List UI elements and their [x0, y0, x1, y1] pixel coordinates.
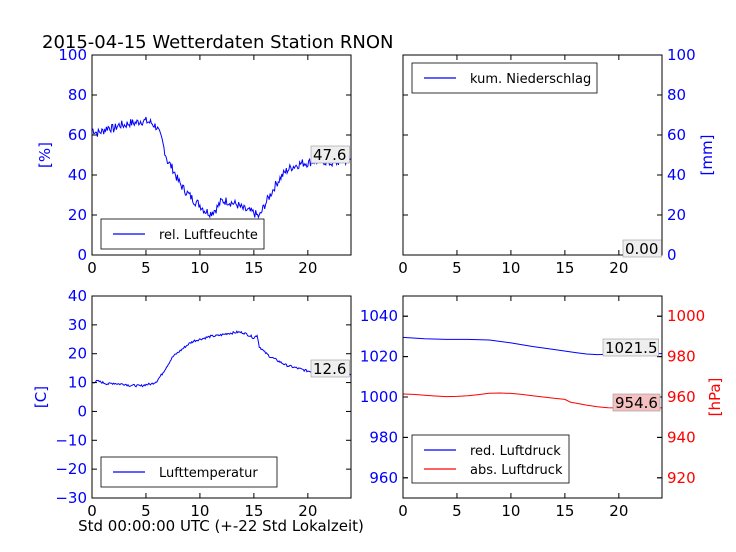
humidity-ytick-label: 40 — [68, 166, 87, 184]
chart-title: 2015-04-15 Wetterdaten Station RNON — [42, 32, 393, 53]
temperature-xtick-label: 20 — [298, 502, 317, 520]
temperature-ytick-label: 30 — [68, 316, 87, 334]
precipitation-ytick-label-right: 80 — [667, 86, 686, 104]
pressure-abs-value-box — [612, 393, 661, 412]
humidity-series-line — [92, 116, 352, 219]
panel-precipitation: 0 5 10 15 20 0 20 40 60 80 100 [mm] 0.00 kum. Nieders… — [398, 46, 716, 277]
x-axis-label: Std 00:00:00 UTC (+-22 Std Lokalzeit) — [78, 517, 364, 535]
pressure-ytick-label-right: 1000 — [667, 307, 705, 325]
temperature-ytick-label: −30 — [55, 489, 87, 507]
precipitation-ylabel: [mm] — [698, 135, 716, 176]
humidity-ytick-label: 100 — [58, 46, 87, 64]
precipitation-frame — [402, 54, 663, 256]
precipitation-xtick-label: 0 — [398, 259, 408, 277]
precipitation-ytick-label-right: 60 — [667, 126, 686, 144]
precipitation-xtick-label: 10 — [501, 259, 520, 277]
humidity-xtick-label: 15 — [244, 259, 263, 277]
temperature-xtick-label: 10 — [190, 502, 209, 520]
panel-temperature: 0 5 10 15 20 −30 −20 −10 0 10 20 30 40 [C] 12.6 Lufttem… — [32, 287, 352, 520]
temperature-legend-label: Lufttemperatur — [159, 466, 258, 481]
precipitation-xtick-label: 20 — [609, 259, 628, 277]
temperature-xtick-label: 5 — [141, 502, 151, 520]
pressure-ytick-label-right: 980 — [667, 348, 696, 366]
humidity-value-box — [310, 145, 350, 164]
pressure-legend-label: abs. Luftdruck — [470, 463, 563, 478]
temperature-xtick-label: 15 — [244, 502, 263, 520]
pressure-red-value-label: 1021.5 — [605, 339, 658, 357]
pressure-red-value-box — [602, 338, 659, 357]
pressure-legend-box — [411, 434, 570, 484]
panel-humidity: 0 5 10 15 20 0 20 40 60 80 100 [%] 47.6 rel. Luftfeuc… — [36, 46, 352, 277]
temperature-ytick-label: 10 — [68, 374, 87, 392]
precipitation-ytick-label-right: 20 — [667, 206, 686, 224]
humidity-ylabel: [%] — [36, 142, 54, 168]
pressure-legend-label: red. Luftdruck — [470, 444, 561, 459]
pressure-ytick-label-right: 920 — [667, 469, 696, 487]
temperature-series-line — [91, 330, 352, 388]
temperature-ylabel: [C] — [32, 386, 50, 408]
pressure-xtick-label: 20 — [609, 502, 628, 520]
precipitation-ytick-label-right: 100 — [667, 46, 696, 64]
humidity-frame — [91, 54, 352, 256]
humidity-ytick-label: 80 — [68, 86, 87, 104]
humidity-value-label: 47.6 — [313, 146, 346, 164]
humidity-ytick-label: 0 — [77, 246, 87, 264]
temperature-ytick-label: 20 — [68, 345, 87, 363]
humidity-xtick-label: 5 — [141, 259, 151, 277]
temperature-frame — [91, 295, 352, 499]
pressure-ytick-label-right: 940 — [667, 428, 696, 446]
humidity-ytick-label: 60 — [68, 126, 87, 144]
precipitation-legend-label: kum. Niederschlag — [470, 72, 591, 87]
humidity-xtick-label: 0 — [87, 259, 97, 277]
precipitation-value-label: 0.00 — [625, 240, 658, 258]
precipitation-value-box — [622, 239, 662, 258]
pressure-xtick-label: 10 — [501, 502, 520, 520]
temperature-value-label: 12.6 — [313, 360, 346, 378]
precipitation-ytick-label-right: 0 — [667, 246, 677, 264]
pressure-ytick-label-right: 960 — [667, 388, 696, 406]
pressure-ytick-label: 1040 — [360, 307, 398, 325]
pressure-abs-value-label: 954.6 — [615, 394, 658, 412]
humidity-legend-label: rel. Luftfeuchte — [159, 228, 258, 243]
panel-pressure: 0 5 10 15 20 960 980 1000 1020 1040 920 940 960 980 10… — [360, 295, 724, 520]
pressure-ytick-label: 960 — [369, 469, 398, 487]
pressure-ytick-label: 1020 — [360, 348, 398, 366]
temperature-value-box — [310, 359, 350, 378]
temperature-ytick-label: 40 — [68, 287, 87, 305]
pressure-ylabel: [hPa] — [706, 378, 724, 417]
humidity-xtick-label: 20 — [298, 259, 317, 277]
temperature-ytick-label: −20 — [55, 460, 87, 478]
precipitation-xtick-label: 15 — [555, 259, 574, 277]
temperature-xtick-label: 0 — [87, 502, 97, 520]
precipitation-ytick-label-right: 40 — [667, 166, 686, 184]
humidity-ytick-label: 20 — [68, 206, 87, 224]
pressure-xtick-label: 15 — [555, 502, 574, 520]
pressure-ytick-label: 1000 — [360, 388, 398, 406]
pressure-xtick-label: 5 — [452, 502, 462, 520]
temperature-ytick-label: 0 — [77, 402, 87, 420]
precipitation-xtick-label: 5 — [452, 259, 462, 277]
humidity-xtick-label: 10 — [190, 259, 209, 277]
pressure-ytick-label: 980 — [369, 428, 398, 446]
temperature-ytick-label: −10 — [55, 431, 87, 449]
pressure-xtick-label: 0 — [398, 502, 408, 520]
